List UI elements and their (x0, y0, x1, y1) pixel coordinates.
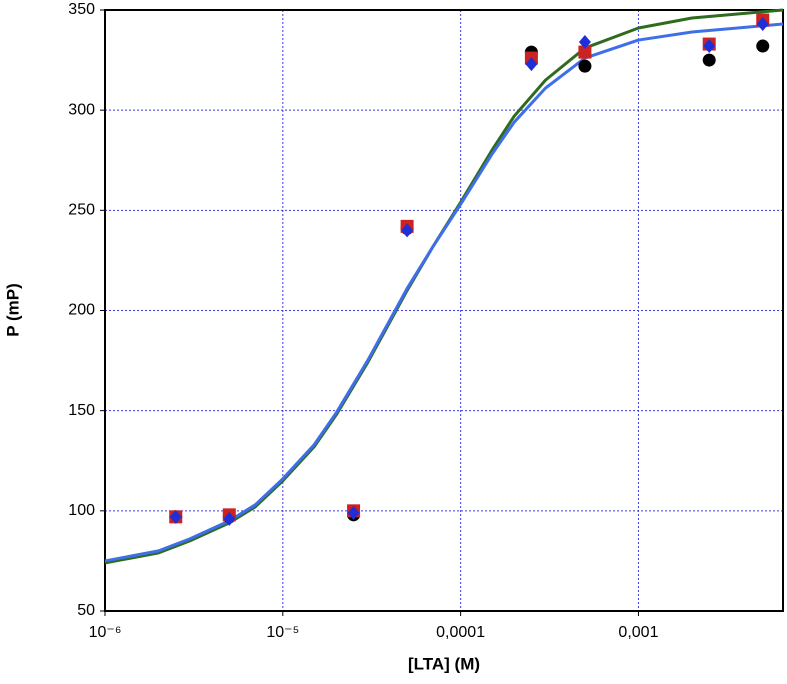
y-tick-label: 250 (68, 202, 95, 219)
plot-frame (104, 9, 784, 612)
y-tick-label: 100 (68, 502, 95, 519)
fit-curve (104, 8, 784, 565)
marker (578, 45, 592, 59)
marker (401, 223, 414, 238)
fit-curve (104, 22, 784, 563)
y-tick-label: 50 (77, 602, 95, 619)
y-tick-label: 300 (68, 101, 95, 118)
marker (756, 39, 770, 53)
x-axis-title: [LTA] (M) (408, 654, 480, 673)
marker (169, 509, 182, 524)
marker (578, 35, 591, 50)
marker (702, 53, 716, 67)
y-tick-label: 350 (68, 1, 95, 18)
x-tick-label: 10⁻⁵ (266, 624, 299, 641)
marker (578, 59, 592, 73)
x-tick-label: 0,001 (618, 624, 658, 641)
y-axis-title: P (mP) (3, 283, 22, 337)
y-tick-label: 200 (68, 302, 95, 319)
marker (525, 57, 538, 72)
x-tick-label: 0,0001 (436, 624, 485, 641)
marker (703, 39, 716, 54)
x-tick-label: 10⁻⁶ (89, 624, 122, 641)
marker (223, 511, 236, 526)
marker (756, 17, 769, 32)
marker (347, 505, 360, 520)
y-tick-label: 150 (68, 402, 95, 419)
